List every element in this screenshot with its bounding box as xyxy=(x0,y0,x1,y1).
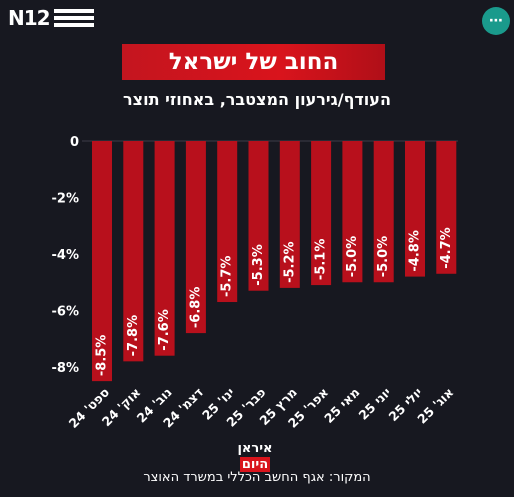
chart-subtitle: העודף/גירעון המצטבר, באחוזי תוצר xyxy=(123,90,391,109)
bar xyxy=(123,141,144,362)
bar-value-label: -5.7% xyxy=(220,256,235,297)
bar-value-label: -8.5% xyxy=(95,335,110,376)
bar xyxy=(405,141,425,277)
logo-lines-icon xyxy=(53,9,94,27)
annotation-today-badge: היום xyxy=(239,457,271,472)
bar-value-label: -4.8% xyxy=(408,230,423,271)
bar-value-label: -5.1% xyxy=(314,239,329,280)
bar-value-label: -7.8% xyxy=(126,315,141,356)
source-note: המקור: אגף החשב הכללי במשרד האוצר xyxy=(143,470,371,485)
bar-value-label: -6.8% xyxy=(188,287,203,328)
chart-title: החוב של ישראל xyxy=(168,49,339,75)
y-tick-label: -6% xyxy=(52,305,79,320)
y-tick-label: 0 xyxy=(70,135,79,150)
bar xyxy=(373,141,394,283)
bar xyxy=(92,141,112,382)
bar xyxy=(217,141,238,303)
bar xyxy=(279,141,300,288)
x-tick-label: מאי 25 xyxy=(321,385,362,426)
y-tick-label: -4% xyxy=(52,248,79,263)
y-tick-label: -8% xyxy=(52,361,79,376)
y-tick-label: -2% xyxy=(52,192,79,207)
n12-logo[interactable]: N12 xyxy=(8,6,94,30)
ellipsis-icon: ⋯ xyxy=(489,13,503,29)
bar xyxy=(436,141,457,274)
more-options-button[interactable]: ⋯ xyxy=(482,7,510,35)
logo-text: N12 xyxy=(8,6,51,30)
bar-value-label: -5.3% xyxy=(251,244,266,285)
bar xyxy=(248,141,269,291)
bar xyxy=(185,141,206,334)
iran-annotation: איראן היום xyxy=(232,441,278,472)
annotation-line1: איראן xyxy=(237,441,273,456)
bar-value-label: -5.2% xyxy=(282,241,297,282)
bar-value-label: -5.0% xyxy=(376,236,391,277)
bar xyxy=(342,141,363,283)
chart-title-box: החוב של ישראל xyxy=(122,44,385,80)
bar xyxy=(154,141,175,356)
bar-value-label: -5.0% xyxy=(345,236,360,277)
bar-value-label: -4.7% xyxy=(439,227,454,268)
bar xyxy=(311,141,332,286)
bar-value-label: -7.6% xyxy=(157,309,172,350)
